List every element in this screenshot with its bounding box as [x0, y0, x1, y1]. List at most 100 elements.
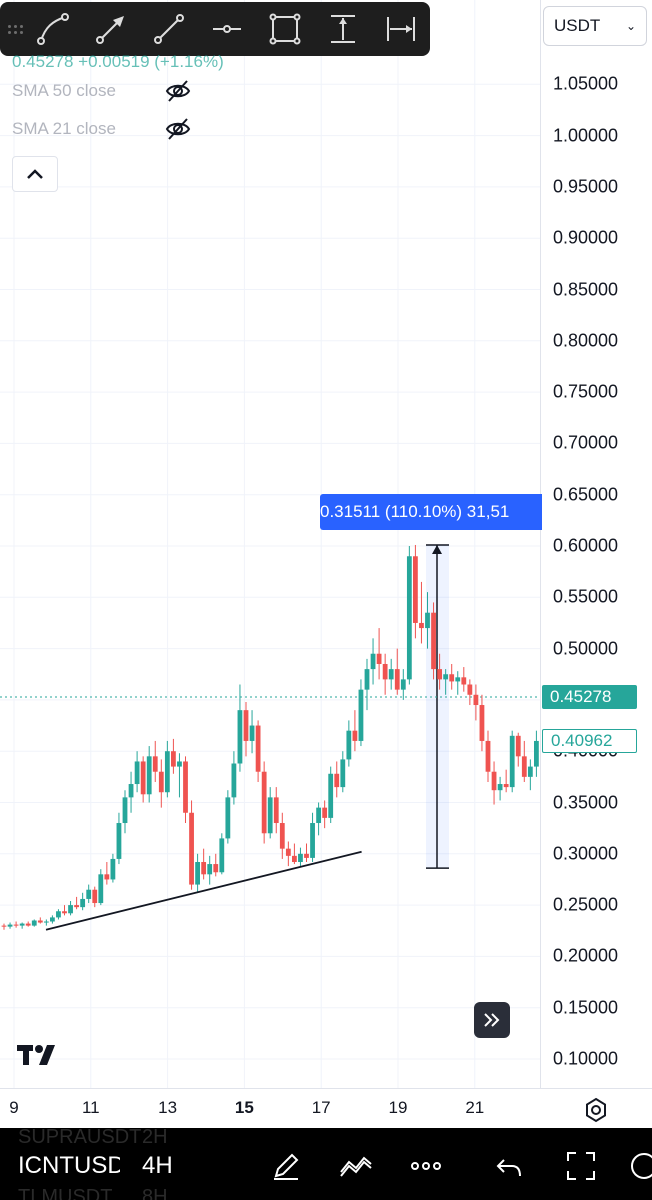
candle [370, 653, 376, 670]
more-icon[interactable] [408, 1148, 444, 1184]
undo-icon[interactable] [492, 1148, 528, 1184]
candle [521, 756, 527, 777]
candle [400, 679, 406, 690]
price-range-icon [331, 15, 355, 43]
price-tick-label: 0.65000 [553, 484, 619, 505]
pencil-icon[interactable] [268, 1148, 304, 1184]
candle [92, 889, 98, 904]
eye-off-icon[interactable] [164, 77, 192, 105]
time-tick-label: 11 [81, 1098, 100, 1117]
candle [304, 853, 309, 858]
price-tick-label: 0.75000 [553, 381, 619, 402]
candle [80, 898, 86, 908]
scroll-to-realtime-button[interactable] [474, 1002, 510, 1038]
symbol-selector[interactable]: ICNTUSDT [18, 1152, 120, 1179]
candle [201, 862, 207, 875]
trend-line [45, 850, 362, 931]
measure-label: 0.31511 (110.10%) 31,51 [320, 494, 542, 530]
candle [443, 674, 449, 680]
candle [449, 674, 455, 682]
indicator-label: SMA 21 close [12, 119, 116, 138]
candle [1, 925, 7, 927]
price-tick-label: 1.00000 [553, 125, 619, 146]
horizontal-line-tool[interactable] [198, 2, 256, 56]
candle [292, 855, 297, 863]
candle [364, 669, 370, 690]
price-tick-label: 0.10000 [553, 1048, 619, 1069]
candle [273, 797, 279, 824]
drawing-toolbar [0, 2, 430, 56]
indicator-sma50[interactable]: SMA 50 close [12, 72, 224, 110]
horizontal-line-icon [213, 25, 241, 33]
candle [437, 669, 442, 680]
candle [13, 924, 19, 926]
candle [249, 725, 255, 741]
price-range-tool[interactable] [314, 2, 372, 56]
price-tick-label: 0.70000 [553, 432, 619, 453]
chevron-down-icon: ⌄ [625, 19, 636, 33]
price-chart[interactable] [0, 0, 540, 1088]
candle [128, 784, 134, 798]
price-axis[interactable]: 1.05000 1.00000 0.95000 0.90000 0.85000 0.800… [540, 0, 652, 1088]
candle [461, 677, 467, 685]
fullscreen-icon[interactable] [563, 1148, 599, 1184]
candle [134, 761, 140, 785]
candle [358, 689, 364, 741]
currency-select[interactable]: USDT ⌄ [543, 6, 647, 46]
candle [225, 797, 231, 839]
price-tick-label: 0.20000 [553, 945, 619, 966]
candle [534, 740, 539, 767]
price-tick-label: 0.30000 [553, 843, 619, 864]
indicator-label: SMA 50 close [12, 81, 116, 100]
indicators-icon[interactable] [338, 1148, 374, 1184]
settings-edge-icon[interactable] [626, 1148, 652, 1184]
trend-line-tool[interactable] [24, 2, 82, 56]
drag-handle[interactable] [6, 14, 24, 44]
candle [491, 771, 497, 791]
price-tick-label: 0.90000 [553, 227, 619, 248]
candle [515, 735, 521, 757]
candle [231, 763, 237, 798]
candle [279, 823, 285, 849]
candle [527, 766, 533, 777]
date-range-tool[interactable] [372, 2, 430, 56]
candle [431, 612, 436, 670]
candle [340, 759, 346, 788]
price-tick-label: 1.05000 [553, 73, 619, 94]
ray-tool[interactable] [140, 2, 198, 56]
candle [479, 705, 485, 741]
candle [413, 556, 418, 623]
ghost-symbol: TLMUSDT [18, 1186, 113, 1200]
time-axis[interactable]: 9 11 13 15 17 19 21 [0, 1088, 652, 1128]
candle [195, 862, 200, 885]
arrow-tool[interactable] [82, 2, 140, 56]
candle [207, 864, 213, 875]
double-chevron-right-icon [484, 1013, 500, 1027]
candle [213, 864, 219, 873]
settings-icon[interactable] [583, 1097, 609, 1123]
arrow-icon [96, 16, 124, 44]
interval-selector[interactable]: 4H [142, 1152, 173, 1179]
trend-line-icon [37, 13, 69, 45]
rectangle-icon [269, 13, 301, 45]
candle [146, 756, 152, 795]
price-tick-label: 0.25000 [553, 894, 619, 915]
candle [50, 917, 55, 922]
price-tick-label: 0.80000 [553, 330, 619, 351]
chart-canvas[interactable] [0, 0, 540, 1088]
candle [425, 612, 430, 629]
candle [7, 924, 13, 927]
candle [219, 838, 225, 873]
eye-off-icon[interactable] [164, 115, 192, 143]
candle [310, 823, 315, 858]
indicator-sma21[interactable]: SMA 21 close [12, 110, 224, 148]
rectangle-tool[interactable] [256, 2, 314, 56]
candle [140, 761, 146, 795]
candle [467, 684, 473, 695]
chevron-up-icon [27, 169, 43, 179]
candle [237, 710, 243, 764]
collapse-legend-button[interactable] [12, 156, 58, 192]
tradingview-logo[interactable] [17, 1041, 63, 1067]
candle [74, 905, 79, 908]
candle [183, 761, 188, 813]
